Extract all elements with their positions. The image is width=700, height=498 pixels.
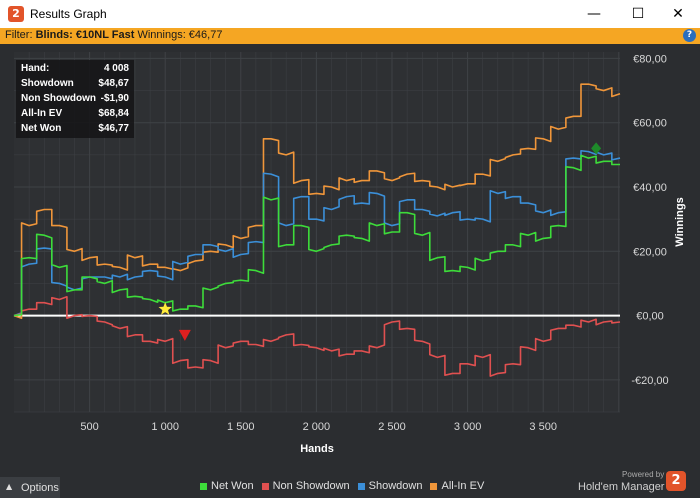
maximize-icon: ☐	[631, 6, 645, 22]
stat-label: Net Won	[21, 123, 62, 134]
chart-series	[13, 83, 621, 377]
brand-logo-icon: 2	[666, 471, 686, 491]
stat-label: Hand:	[21, 63, 50, 74]
app-logo-icon: 2	[8, 6, 24, 22]
legend-label: Net Won	[211, 480, 254, 492]
stat-row-showdown: Showdown $48,67	[16, 76, 134, 91]
chart-markers	[158, 142, 602, 341]
chevron-up-icon: ▲	[6, 482, 13, 491]
legend-item-non-showdown[interactable]: Non Showdown	[261, 479, 350, 493]
options-label: Options	[21, 482, 59, 494]
legend-swatch	[200, 482, 207, 490]
series-line-non-showdown	[13, 296, 621, 377]
series-line-all-in-ev	[13, 83, 621, 320]
x-tick-label: 2 500	[378, 421, 406, 433]
stat-label: Showdown	[21, 78, 74, 89]
x-tick-label: 1 500	[227, 421, 255, 433]
filter-text: Filter: Blinds: €10NL Fast Winnings: €46…	[5, 29, 222, 41]
powered-by-text: Powered by	[622, 470, 665, 479]
hand-stats-panel: Hand: 4 008 Showdown $48,67 Non Showdown…	[16, 60, 134, 138]
legend-swatch	[430, 482, 438, 490]
filter-blinds: Blinds: €10NL Fast	[35, 29, 135, 41]
x-tick-label: 3 500	[529, 421, 557, 433]
filter-winnings: Winnings: €46,77	[137, 29, 223, 41]
y-tick-label: €80,00	[633, 53, 667, 65]
stat-row-all-in-ev: All-In EV $68,84	[16, 106, 134, 121]
title-bar: 2 Results Graph — ☐ ✕	[0, 0, 700, 28]
chart-axes: 500 1 000 1 500 2 000 2 500 3 000 3 500 -€20,00…	[14, 53, 686, 455]
close-button[interactable]: ✕	[656, 0, 700, 28]
series-line-net-won	[13, 154, 620, 317]
legend-swatch	[357, 482, 365, 490]
y-tick-label: €40,00	[633, 182, 667, 194]
stat-row-hand: Hand: 4 008	[16, 61, 134, 76]
window-title: Results Graph	[30, 7, 107, 21]
legend-label: All-In EV	[441, 480, 485, 492]
legend-label: Showdown	[368, 480, 423, 492]
chart-legend: Net Won Non Showdown Showdown All-In EV	[200, 479, 492, 493]
down-triangle-marker	[178, 329, 191, 341]
y-tick-label: -€20,00	[631, 375, 668, 387]
help-icon[interactable]: ?	[683, 29, 696, 42]
x-axis-label: Hands	[300, 443, 334, 455]
brand-name: Hold'em Manager	[578, 481, 665, 493]
minimize-icon: —	[587, 6, 601, 22]
legend-swatch	[261, 482, 269, 490]
x-tick-label: 2 000	[303, 421, 331, 433]
close-icon: ✕	[672, 6, 684, 22]
series-line-showdown	[13, 149, 621, 317]
stat-row-non-showdown: Non Showdown -$1,90	[16, 91, 134, 106]
stat-value: $46,77	[98, 123, 129, 134]
results-chart: 500 1 000 1 500 2 000 2 500 3 000 3 500 -€20,00…	[13, 52, 686, 455]
y-tick-label: €20,00	[633, 246, 667, 258]
legend-item-showdown[interactable]: Showdown	[357, 479, 423, 493]
stat-label: All-In EV	[21, 108, 63, 119]
x-tick-label: 3 000	[454, 421, 482, 433]
maximize-button[interactable]: ☐	[616, 0, 660, 28]
legend-label: Non Showdown	[272, 480, 350, 492]
y-axis-label: Winnings	[674, 197, 686, 246]
stat-row-net-won: Net Won $46,77	[16, 121, 134, 136]
legend-item-net-won[interactable]: Net Won	[200, 479, 254, 493]
filter-bar: Filter: Blinds: €10NL Fast Winnings: €46…	[0, 28, 700, 44]
minimize-button[interactable]: —	[572, 0, 616, 28]
filter-prefix: Filter:	[5, 29, 33, 41]
stat-value: $68,84	[98, 108, 129, 119]
options-button[interactable]: ▲ Options	[0, 477, 60, 498]
stat-label: Non Showdown	[21, 93, 96, 104]
stat-value: -$1,90	[100, 93, 129, 104]
stat-value: $48,67	[98, 78, 129, 89]
y-tick-label: €60,00	[633, 118, 667, 130]
star-marker	[158, 302, 172, 315]
stat-value: 4 008	[103, 63, 129, 74]
x-tick-label: 1 000	[151, 421, 179, 433]
y-tick-label: €0,00	[636, 311, 664, 323]
x-tick-label: 500	[80, 421, 98, 433]
legend-item-all-in-ev[interactable]: All-In EV	[430, 479, 484, 493]
diamond-marker	[591, 142, 602, 155]
